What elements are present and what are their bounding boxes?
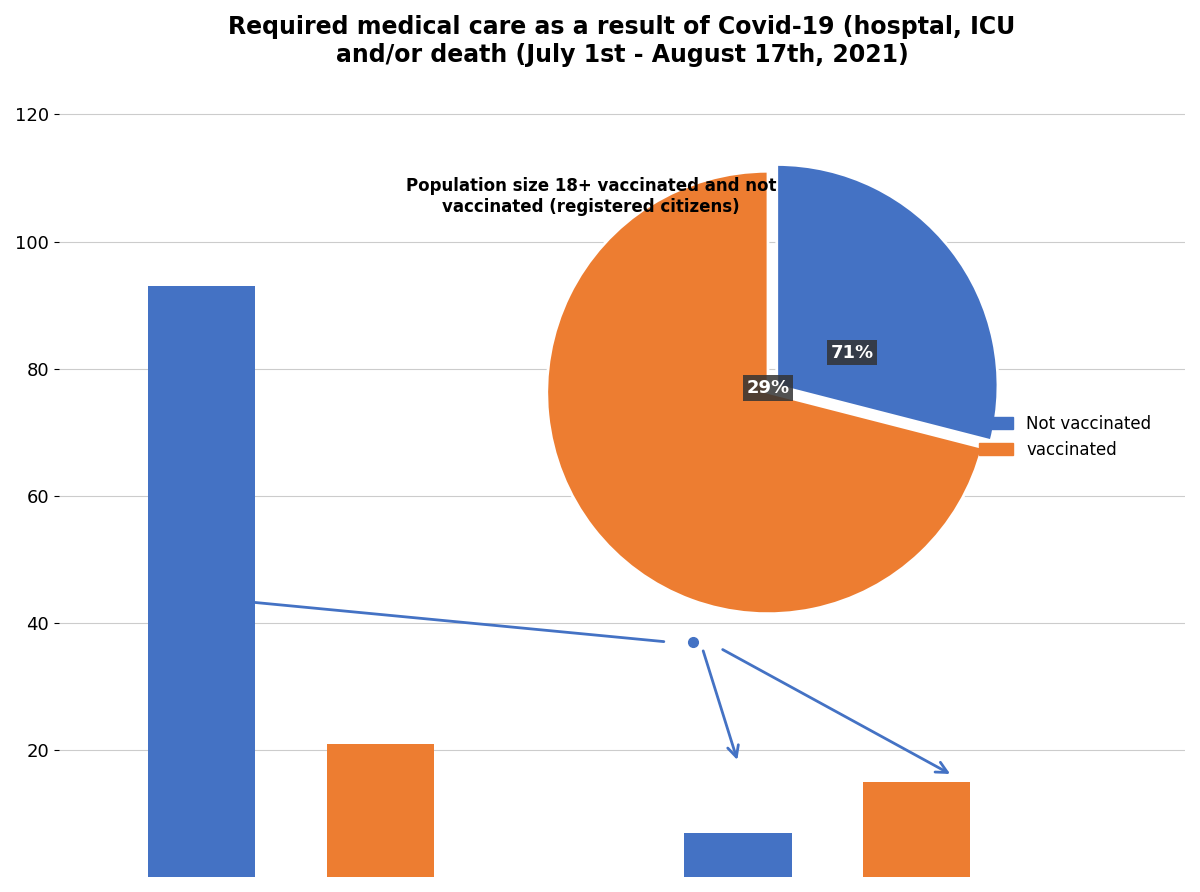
Wedge shape: [776, 164, 998, 441]
Text: Population size 18+ vaccinated and not
vaccinated (registered citizens): Population size 18+ vaccinated and not v…: [406, 177, 776, 216]
Bar: [326, 744, 434, 877]
Bar: [863, 781, 971, 877]
Text: 29%: 29%: [746, 379, 790, 397]
Legend: Not vaccinated, vaccinated: Not vaccinated, vaccinated: [973, 408, 1158, 466]
Text: 71%: 71%: [830, 343, 874, 361]
Bar: [149, 286, 256, 877]
Title: Required medical care as a result of Covid-19 (hosptal, ICU
and/or death (July 1: Required medical care as a result of Cov…: [228, 15, 1015, 67]
Wedge shape: [547, 171, 983, 614]
Bar: [684, 832, 792, 877]
